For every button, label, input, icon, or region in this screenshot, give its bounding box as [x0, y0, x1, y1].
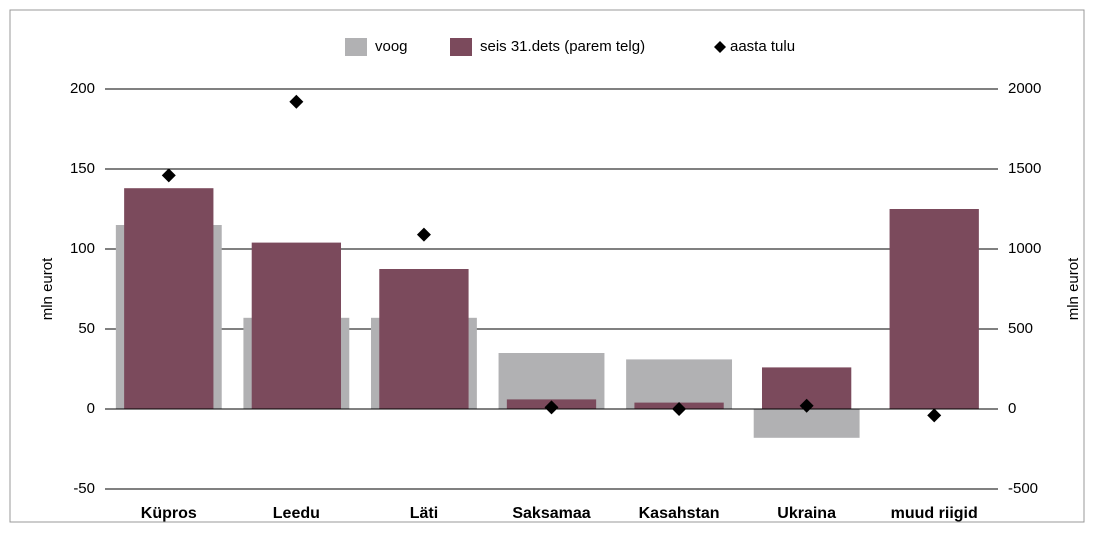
- y-axis-label: mln eurot: [39, 257, 56, 320]
- legend-swatch: [450, 38, 472, 56]
- legend-swatch: [714, 41, 726, 53]
- y-tick-label: 0: [87, 400, 95, 417]
- x-tick-label: Kasahstan: [639, 505, 720, 522]
- bar: [379, 269, 469, 409]
- marker: [416, 227, 431, 242]
- y-tick-label: 100: [70, 240, 95, 257]
- x-tick-label: Läti: [410, 505, 438, 522]
- bar: [626, 359, 733, 409]
- marker: [544, 400, 559, 415]
- y2-tick-label: 1000: [1008, 240, 1041, 257]
- y-tick-label: 50: [78, 320, 95, 337]
- marker: [927, 408, 942, 423]
- legend-label: seis 31.dets (parem telg): [480, 38, 645, 55]
- y2-tick-label: 2000: [1008, 80, 1041, 97]
- bar: [753, 409, 860, 438]
- bar: [251, 242, 342, 409]
- legend-label: voog: [375, 38, 408, 55]
- x-tick-label: Ukraina: [777, 505, 836, 522]
- x-tick-label: Leedu: [273, 505, 320, 522]
- y-tick-label: -50: [73, 480, 95, 497]
- legend-swatch: [345, 38, 367, 56]
- y2-tick-label: -500: [1008, 480, 1038, 497]
- legend-label: aasta tulu: [730, 38, 795, 55]
- bar: [124, 188, 214, 409]
- marker: [161, 168, 176, 183]
- marker: [289, 94, 304, 109]
- x-tick-label: Küpros: [141, 505, 197, 522]
- y-tick-label: 200: [70, 80, 95, 97]
- x-tick-label: muud riigid: [891, 505, 978, 522]
- y-tick-label: 150: [70, 160, 95, 177]
- y2-tick-label: 1500: [1008, 160, 1041, 177]
- y2-tick-label: 0: [1008, 400, 1016, 417]
- y2-tick-label: 500: [1008, 320, 1033, 337]
- bar: [889, 209, 979, 409]
- y2-axis-label: mln eurot: [1065, 257, 1082, 320]
- x-tick-label: Saksamaa: [512, 505, 590, 522]
